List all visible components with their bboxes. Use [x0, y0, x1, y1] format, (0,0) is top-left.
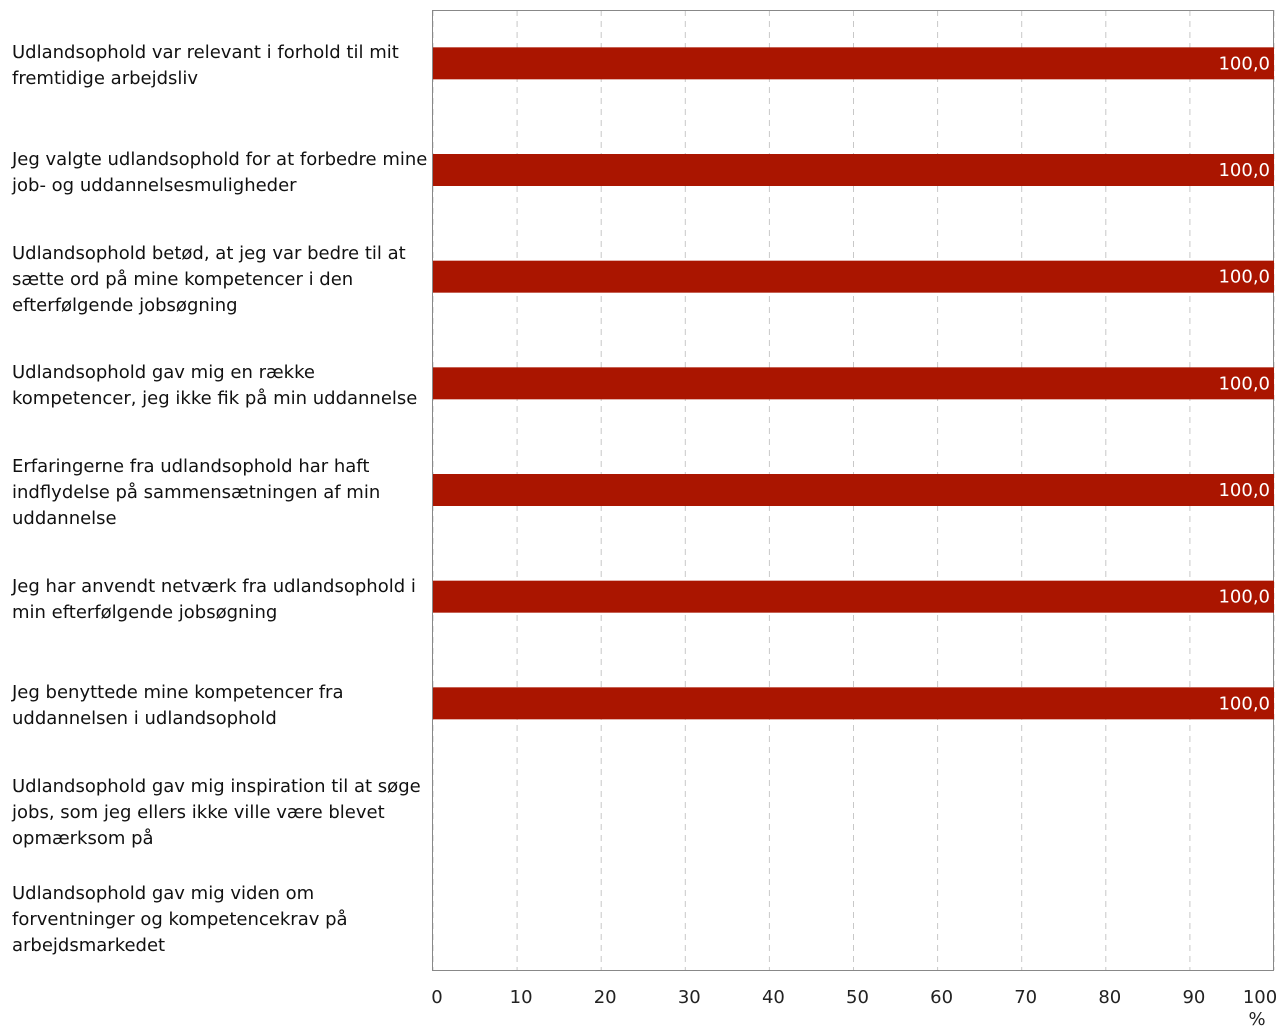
x-tick-label: 10 — [510, 987, 533, 1008]
bar — [433, 47, 1274, 80]
value-label: 100,0 — [1218, 53, 1270, 74]
value-label: 100,0 — [1218, 693, 1270, 714]
x-tick-label: 30 — [678, 987, 701, 1008]
value-label: 100,0 — [1218, 267, 1270, 288]
category-label: Udlandsophold var relevant i forhold til… — [12, 42, 399, 90]
category-label: Udlandsophold gav mig en række kompetenc… — [12, 362, 418, 410]
x-tick-label: 20 — [594, 987, 617, 1008]
category-label: Udlandsophold gav mig inspiration til at… — [12, 776, 421, 849]
x-tick-label: 60 — [930, 987, 953, 1008]
category-label: Jeg har anvendt netværk fra udlandsophol… — [12, 575, 416, 623]
bar — [433, 474, 1274, 506]
category-label: Udlandsophold betød, at jeg var bedre ti… — [12, 242, 406, 316]
x-tick-label: 70 — [1014, 987, 1037, 1008]
value-label: 100,0 — [1218, 160, 1270, 181]
x-tick-label: 0 — [431, 987, 442, 1008]
x-tick-label: 50 — [846, 987, 869, 1008]
value-label: 100,0 — [1218, 373, 1270, 394]
x-tick-label: 80 — [1098, 987, 1121, 1008]
value-label: 100,0 — [1218, 587, 1270, 608]
bar — [433, 367, 1274, 400]
category-label: Udlandsophold gav mig viden om forventni… — [12, 882, 348, 956]
category-label: Jeg benyttede mine kompetencer fra uddan… — [12, 682, 344, 730]
x-tick-label: 90 — [1182, 987, 1205, 1008]
bar — [433, 260, 1274, 293]
bar — [433, 580, 1274, 613]
x-axis-label: % — [1248, 1009, 1265, 1029]
category-label: Erfaringerne fra udlandsophold har haft … — [12, 456, 381, 529]
x-tick-label: 40 — [762, 987, 785, 1008]
x-tick-label: 100 — [1243, 987, 1276, 1008]
value-label: 100,0 — [1218, 480, 1270, 501]
bar — [433, 154, 1274, 186]
category-label: Jeg valgte udlandsophold for at forbedre… — [12, 149, 428, 196]
bar — [433, 687, 1274, 720]
